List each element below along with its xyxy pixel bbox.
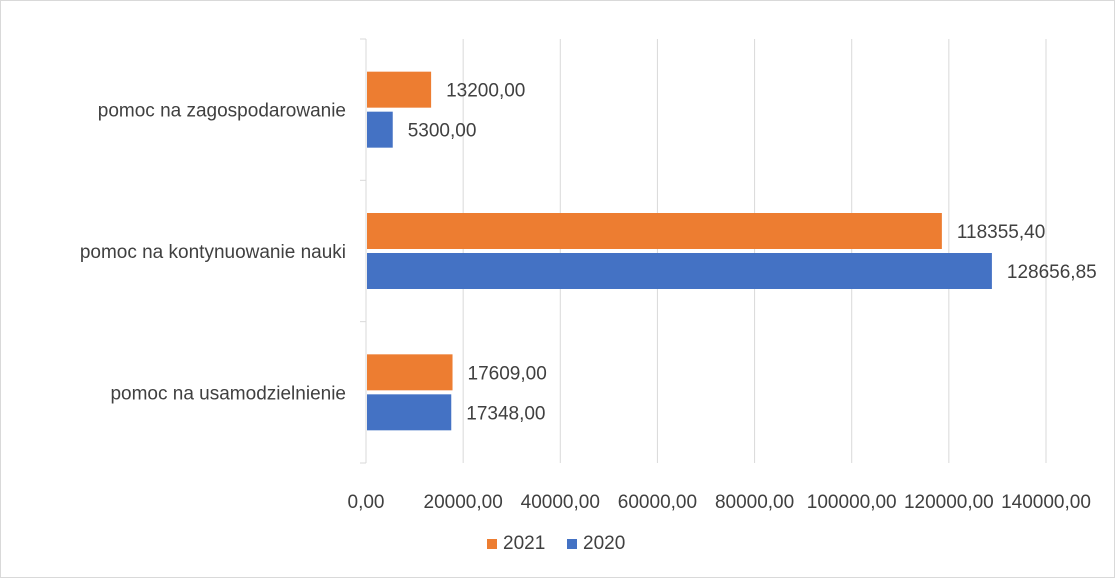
data-label: 5300,00 (408, 121, 477, 142)
legend-label: 2020 (583, 533, 625, 554)
x-tick-label: 80000,00 (715, 492, 794, 513)
bar (367, 354, 453, 391)
category-label: pomoc na kontynuowanie nauki (80, 242, 346, 263)
bar (367, 213, 942, 249)
x-tick-label: 20000,00 (424, 492, 503, 513)
bar (367, 253, 992, 289)
category-label: pomoc na zagospodarowanie (98, 101, 346, 122)
x-tick-label: 60000,00 (618, 492, 697, 513)
x-tick-label: 120000,00 (904, 492, 994, 513)
data-label: 17348,00 (466, 403, 545, 424)
data-label: 128656,85 (1007, 262, 1097, 283)
data-label: 13200,00 (446, 81, 525, 102)
x-tick-label: 40000,00 (521, 492, 600, 513)
data-label: 17609,00 (468, 363, 547, 384)
x-tick-label: 0,00 (348, 492, 385, 513)
bar (367, 111, 393, 148)
bar (367, 394, 452, 431)
legend-swatch (567, 539, 577, 549)
legend-swatch (487, 539, 497, 549)
x-tick-label: 140000,00 (1001, 492, 1091, 513)
legend-label: 2021 (503, 533, 545, 554)
category-label: pomoc na usamodzielnienie (110, 383, 346, 404)
bar (367, 71, 432, 108)
data-label: 118355,40 (957, 222, 1045, 243)
x-tick-label: 100000,00 (807, 492, 897, 513)
